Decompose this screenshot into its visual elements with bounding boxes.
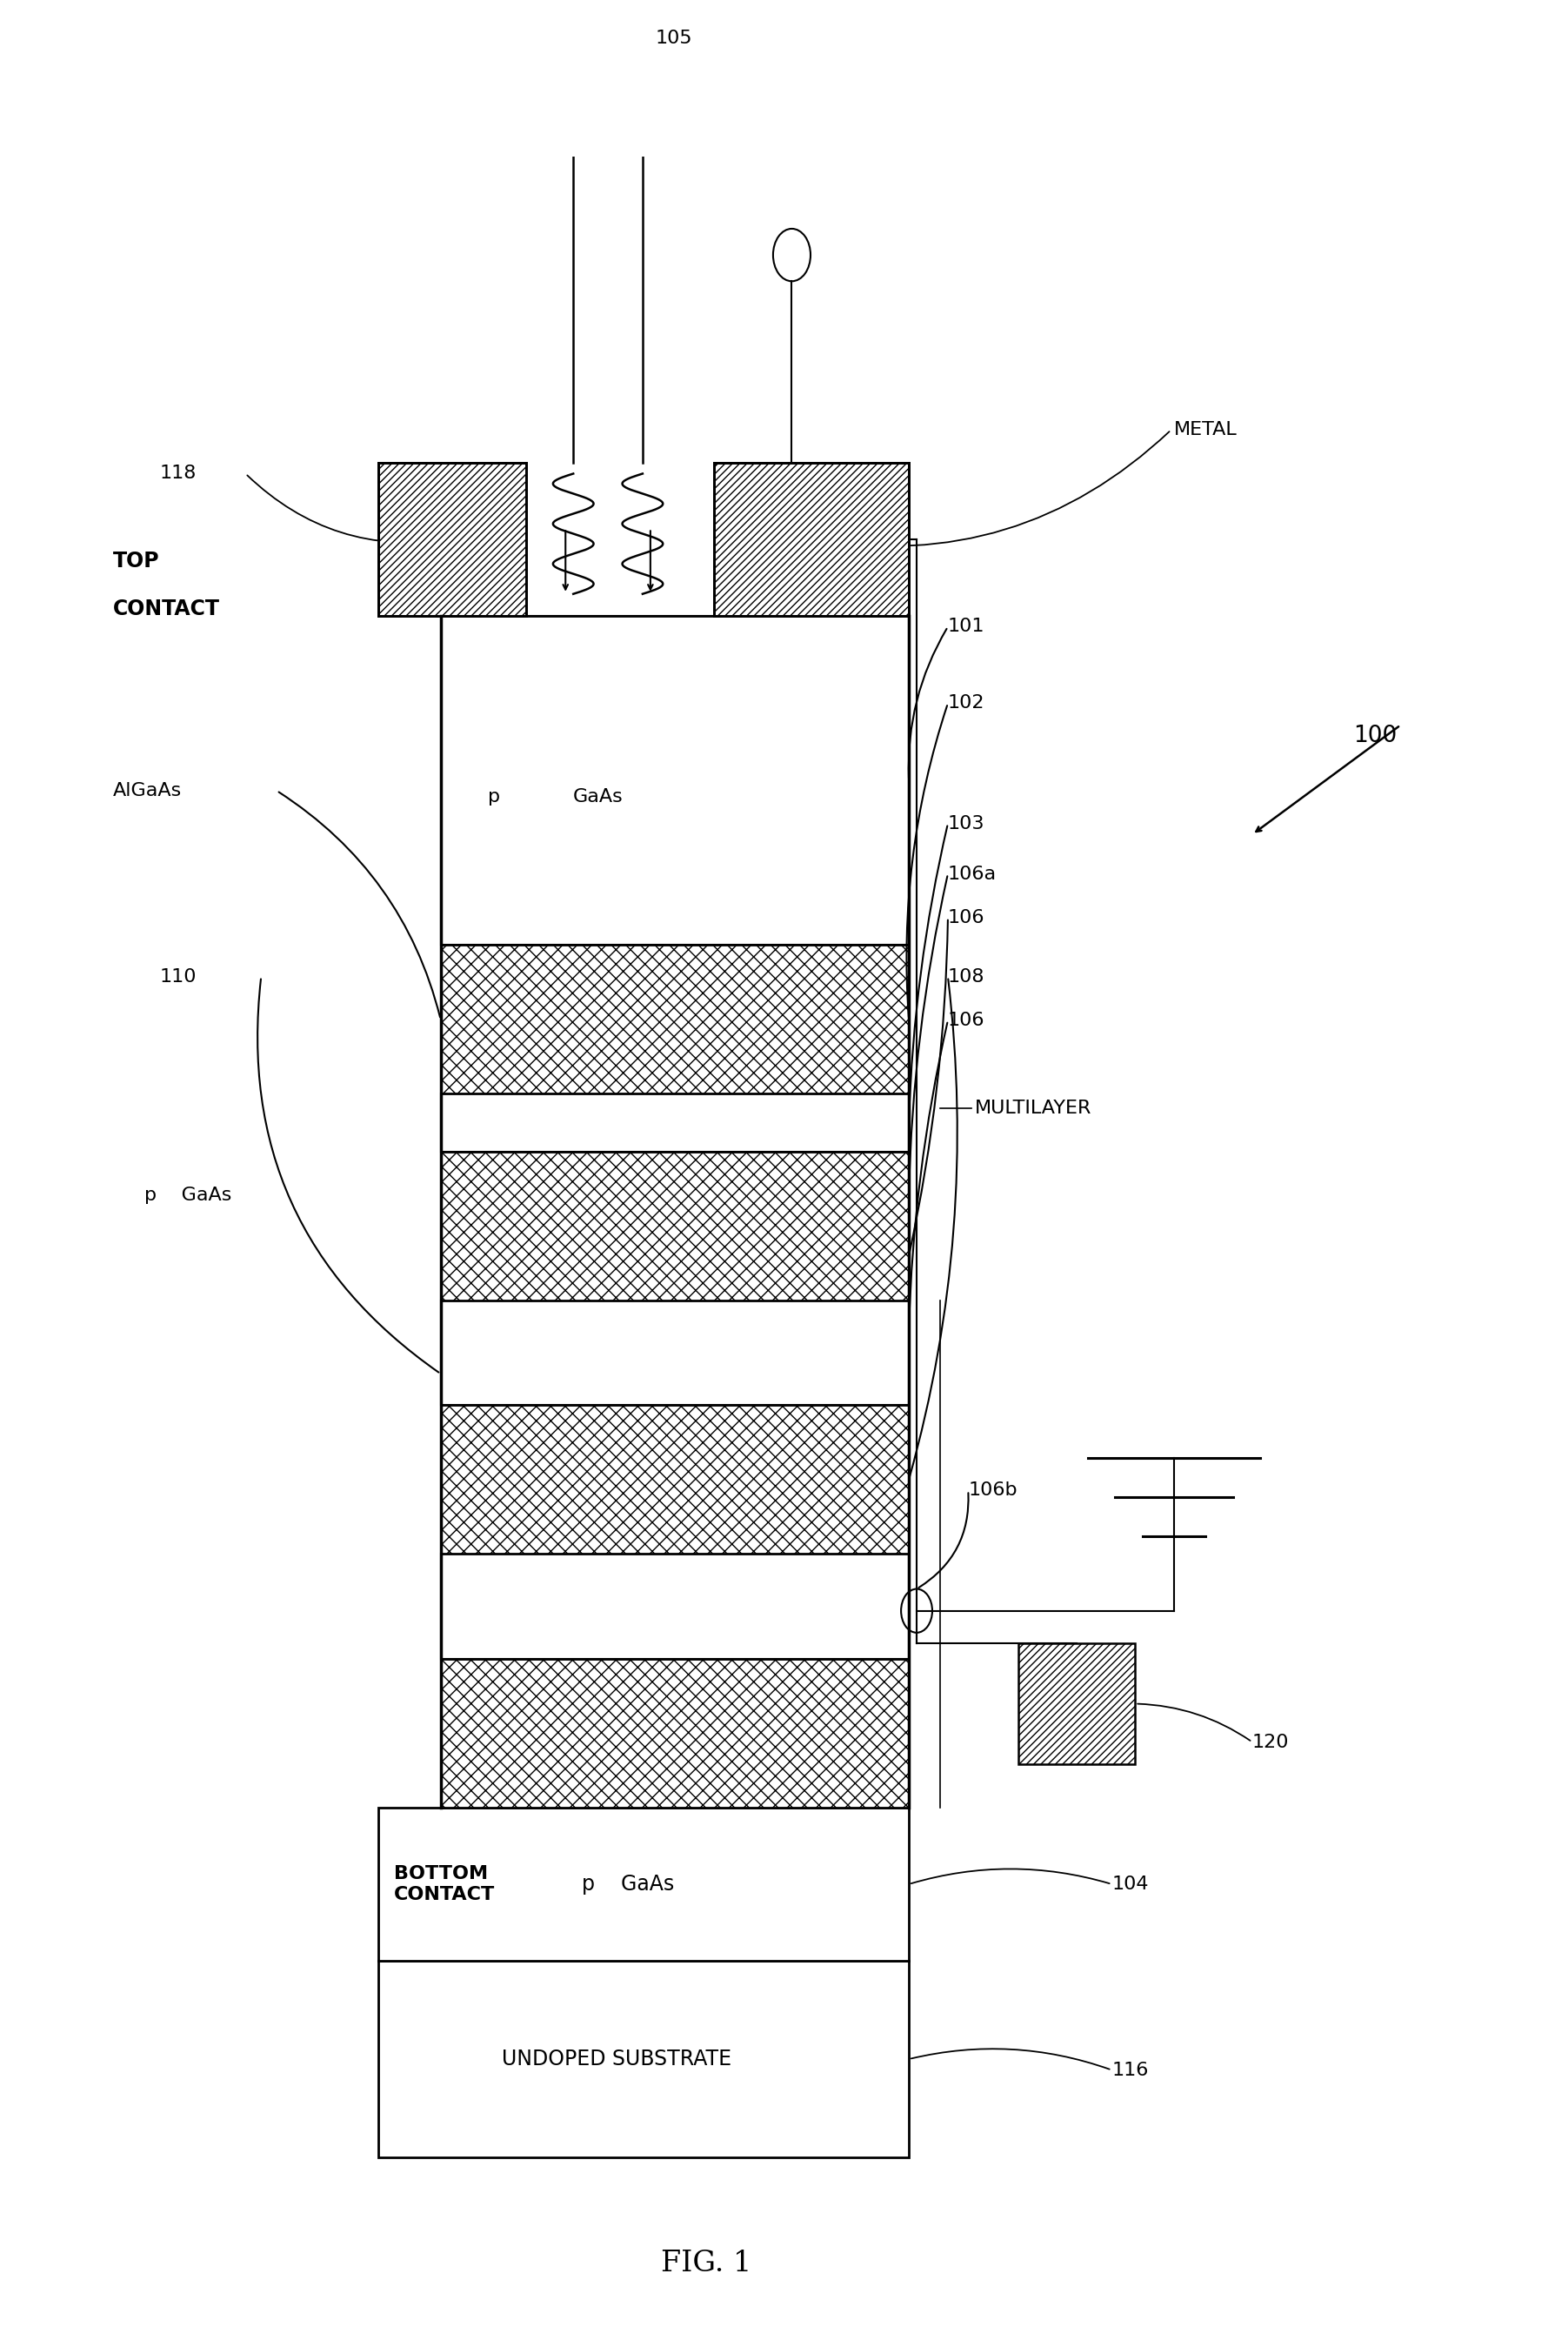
Text: 120: 120: [1253, 1734, 1289, 1751]
Text: GaAs: GaAs: [574, 789, 624, 805]
Text: p: p: [488, 789, 500, 805]
Bar: [441, 615, 909, 946]
Text: 106a: 106a: [949, 866, 997, 882]
Text: FIG. 1: FIG. 1: [660, 2251, 751, 2279]
Bar: [378, 1960, 909, 2157]
Bar: [713, 462, 909, 615]
Text: AlGaAs: AlGaAs: [113, 782, 182, 800]
Text: 101: 101: [949, 617, 985, 636]
Text: 118: 118: [160, 465, 196, 483]
Bar: [441, 1094, 909, 1152]
Text: 105: 105: [655, 31, 693, 47]
Text: 100: 100: [1353, 725, 1397, 746]
Text: BOTTOM
CONTACT: BOTTOM CONTACT: [394, 1864, 495, 1903]
Text: TOP: TOP: [113, 552, 160, 573]
Bar: [441, 1300, 909, 1406]
Bar: [441, 1406, 909, 1554]
Text: 102: 102: [949, 695, 985, 711]
Text: p    GaAs: p GaAs: [582, 1873, 674, 1894]
Bar: [441, 1554, 909, 1659]
Text: METAL: METAL: [1174, 420, 1237, 439]
Text: 103: 103: [949, 814, 985, 833]
Bar: [378, 1807, 909, 1960]
Text: 106b: 106b: [967, 1481, 1018, 1500]
Bar: [441, 946, 909, 1094]
Text: 108: 108: [949, 967, 985, 986]
Bar: [441, 1152, 909, 1300]
Text: p    GaAs: p GaAs: [144, 1188, 232, 1204]
Text: 110: 110: [160, 967, 196, 986]
Bar: [1018, 1643, 1135, 1765]
Text: 116: 116: [1112, 2061, 1149, 2079]
Bar: [441, 1659, 909, 1807]
Text: CONTACT: CONTACT: [113, 598, 220, 620]
Text: MULTILAYER: MULTILAYER: [974, 1098, 1091, 1117]
Text: UNDOPED SUBSTRATE: UNDOPED SUBSTRATE: [502, 2049, 732, 2070]
Bar: [378, 462, 527, 615]
Text: 106: 106: [949, 1012, 985, 1028]
Text: 104: 104: [1112, 1875, 1149, 1892]
Text: 106: 106: [949, 908, 985, 927]
Bar: [441, 615, 909, 1807]
